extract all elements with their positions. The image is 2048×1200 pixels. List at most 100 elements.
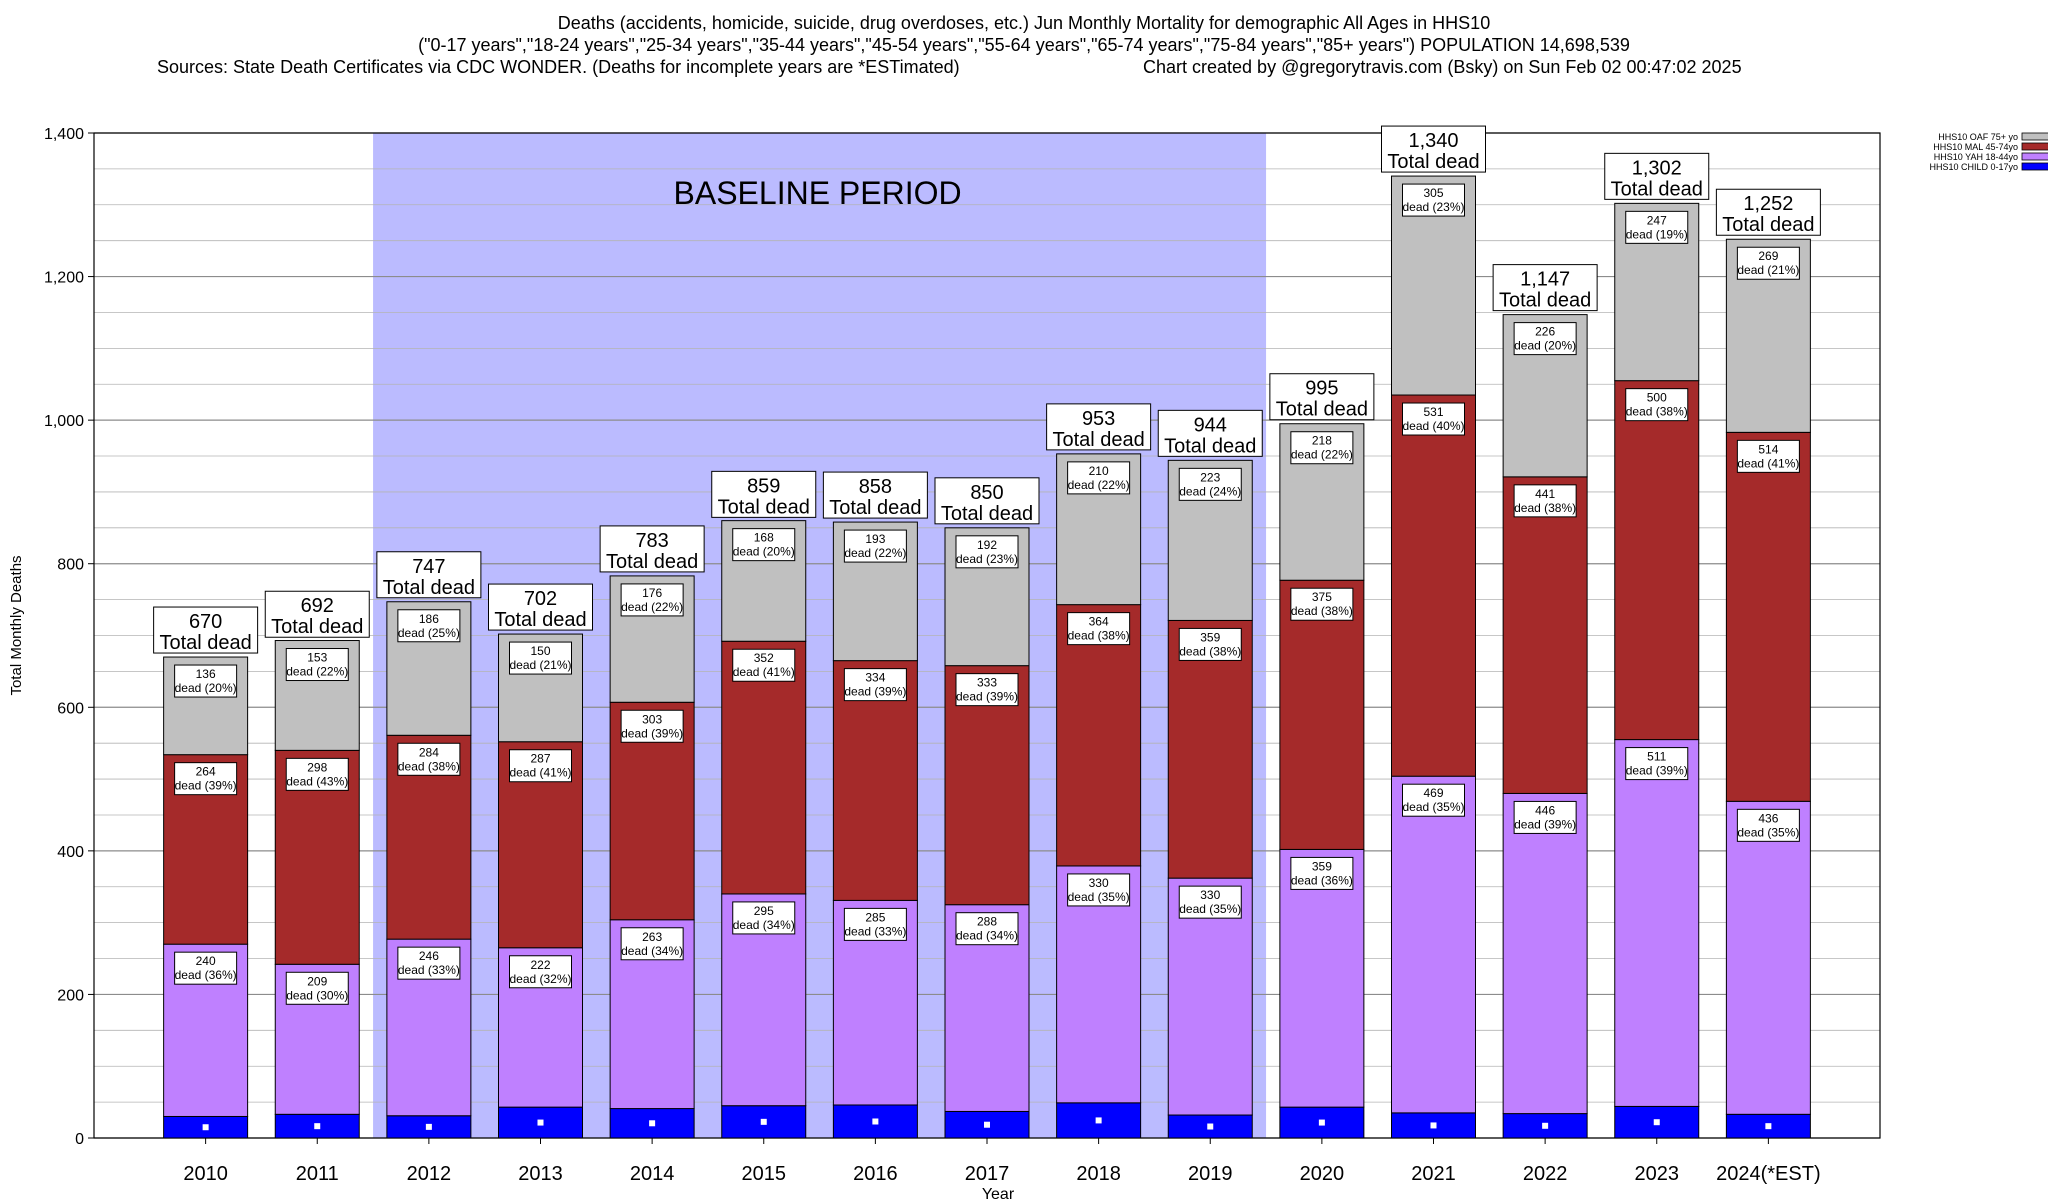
segment-value-label: 247 [1647,213,1667,227]
total-label-box [376,551,482,599]
total-label-box [264,590,370,638]
x-tick-label: 2011 [296,1163,339,1185]
y-tick-label: 0 [75,1131,84,1148]
segment-percent-label: dead (32%) [509,972,571,986]
segment-label-box [509,641,572,675]
x-tick-label: 2021 [1411,1163,1456,1185]
segment-percent-label: dead (24%) [1179,484,1241,498]
segment-label-box [285,757,349,791]
baseline-period-label: BASELINE PERIOD [674,175,962,211]
segment-percent-label: dead (39%) [1626,764,1688,778]
bar-segment-hhs10-mal-45-74yo [1056,604,1142,867]
segment-label-box [955,673,1019,707]
total-value-label: 858 [859,476,892,498]
total-label-box [599,525,705,573]
bar-segment-hhs10-yah-18-44yo [1502,792,1588,1115]
segment-percent-label: dead (41%) [1737,456,1799,470]
segment-percent-label: dead (35%) [1737,825,1799,839]
segment-percent-label: dead (23%) [1402,200,1464,214]
x-tick-label: 2012 [407,1163,452,1185]
segment-label-box [174,762,238,796]
legend-label: HHS10 CHILD 0-17yo [1929,162,2018,172]
x-tick-label: 2010 [183,1163,228,1185]
segment-percent-label: dead (43%) [286,774,348,788]
y-tick-label: 1,200 [44,270,84,287]
segment-value-label: 288 [977,915,997,929]
segment-value-label: 375 [1312,590,1332,604]
segment-label-box [620,583,684,617]
segment-value-label: 333 [977,676,997,690]
segment-value-label: 469 [1423,786,1443,800]
child-segment-marker [537,1119,544,1126]
total-suffix-label: Total dead [1052,429,1144,451]
total-suffix-label: Total dead [159,632,251,654]
total-label-box [711,470,817,518]
segment-label-box [174,664,238,698]
child-segment-marker [202,1124,209,1131]
y-axis-title: Total Monthly Deaths [8,555,25,695]
segment-label-box [620,927,684,961]
chart-title: Deaths (accidents, homicide, suicide, dr… [557,13,1491,33]
segment-label-box [285,971,349,1005]
child-segment-marker [984,1121,990,1128]
total-value-label: 747 [412,556,445,578]
chart-credit: Chart created by @gregorytravis.com (Bsk… [1143,57,1742,77]
segment-label-box [174,951,238,985]
segment-label-box [1625,388,1689,422]
segment-label-box [397,742,461,776]
x-tick-label: 2018 [1076,1163,1121,1185]
bar-segment-hhs10-yah-18-44yo [1279,848,1365,1108]
y-tick-label: 1,400 [44,126,84,143]
segment-value-label: 193 [865,532,885,546]
total-value-label: 702 [524,588,557,610]
segment-value-label: 500 [1647,391,1667,405]
x-axis-title: Year [982,1186,1015,1200]
segment-percent-label: dead (39%) [175,779,237,793]
segment-value-label: 303 [642,712,662,726]
total-value-label: 850 [970,482,1003,504]
segment-value-label: 153 [307,651,327,665]
segment-value-label: 240 [196,954,216,968]
total-suffix-label: Total dead [494,609,586,631]
total-label-box [1157,409,1263,457]
segment-percent-label: dead (38%) [1291,604,1353,618]
x-tick-label: 2014 [630,1163,675,1185]
child-segment-marker [1095,1117,1102,1124]
bar-segment-hhs10-mal-45-74yo [1279,579,1365,850]
total-label-box [1381,125,1486,173]
total-value-label: 859 [747,475,780,497]
segment-value-label: 514 [1758,442,1778,456]
bar-segment-hhs10-mal-45-74yo [1391,394,1476,777]
segment-percent-label: dead (33%) [844,924,906,938]
child-segment-marker [872,1118,879,1125]
segment-percent-label: dead (30%) [286,988,348,1002]
total-suffix-label: Total dead [383,577,475,599]
x-tick-label: 2019 [1188,1163,1233,1185]
segment-label-box [1513,800,1577,834]
segment-percent-label: dead (36%) [175,968,237,982]
segment-label-box [732,528,796,562]
total-suffix-label: Total dead [1276,399,1368,421]
child-segment-marker [1765,1123,1772,1130]
total-suffix-label: Total dead [1611,178,1703,200]
legend-swatch [2021,142,2048,151]
segment-value-label: 209 [307,974,327,988]
child-segment-marker [1207,1123,1214,1130]
total-label-box [934,477,1040,525]
segment-percent-label: dead (38%) [1626,405,1688,419]
total-suffix-label: Total dead [1499,290,1591,312]
segment-percent-label: dead (34%) [956,929,1018,943]
segment-value-label: 176 [642,586,662,600]
segment-percent-label: dead (39%) [621,726,683,740]
y-tick-label: 400 [57,844,84,861]
segment-label-box [955,912,1019,946]
x-tick-label: 2013 [518,1163,563,1185]
total-suffix-label: Total dead [271,616,363,638]
segment-value-label: 441 [1535,487,1555,501]
segment-percent-label: dead (20%) [175,681,237,695]
chart-title-block: Deaths (accidents, homicide, suicide, dr… [0,12,2048,78]
segment-percent-label: dead (35%) [1068,890,1130,904]
segment-label-box [1067,612,1131,646]
segment-label-box [397,946,461,980]
